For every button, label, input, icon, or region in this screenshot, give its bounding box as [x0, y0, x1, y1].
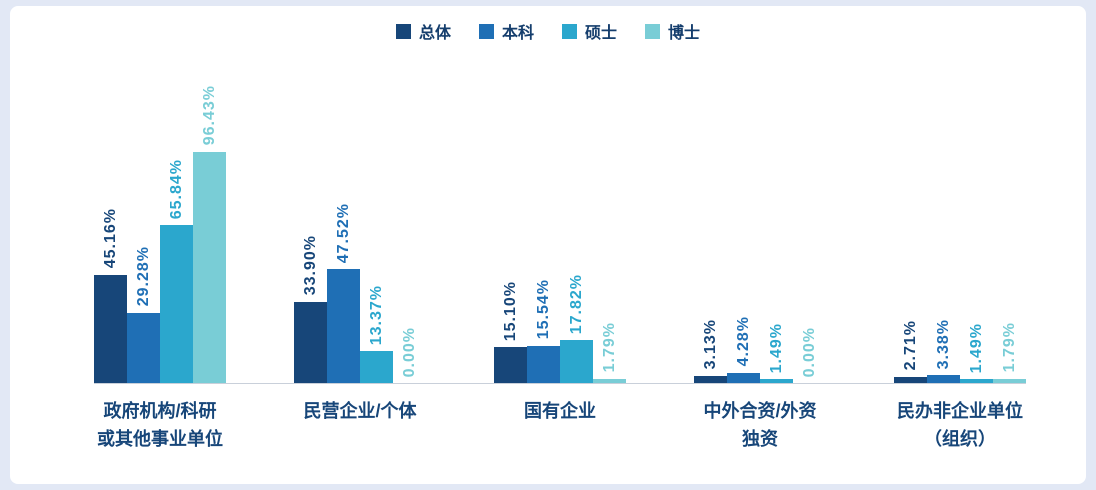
bar [894, 376, 927, 383]
bar [94, 274, 127, 383]
bar-value-label: 13.37% [367, 284, 385, 345]
legend-swatch-icon [395, 23, 411, 39]
bar-column: 1.49% [960, 323, 993, 383]
bar-value-label: 1.49% [967, 323, 985, 374]
bar-column: 17.82% [560, 274, 593, 383]
bar-value-label: 4.28% [734, 316, 752, 367]
bar-column: 0.00% [793, 327, 826, 383]
x-axis-label: 国有企业 [494, 398, 626, 454]
bar-value-label: 1.49% [767, 323, 785, 374]
bar [727, 372, 760, 383]
bar-group: 3.13% 4.28% 1.49% 0.00% [694, 316, 826, 383]
x-axis-label: 民办非企业单位 （组织） [894, 398, 1026, 454]
x-axis-label-text: 政府机构/科研 或其他事业单位 [97, 401, 223, 449]
x-axis-label: 民营企业/个体 [294, 398, 426, 454]
bar [160, 225, 193, 383]
chart-card: 总体 本科 硕士 博士 45.16% 29.28% 65.84% 96.43% 33.90% 4… [10, 6, 1086, 484]
bar-column: 15.54% [527, 279, 560, 383]
bar-column: 3.38% [927, 319, 960, 383]
bar-column: 45.16% [94, 208, 127, 383]
bar [993, 378, 1026, 383]
bar-value-label: 45.16% [101, 208, 119, 269]
bar [560, 340, 593, 383]
bar [527, 345, 560, 383]
bar-value-label: 65.84% [167, 158, 185, 219]
legend-item: 硕士 [562, 19, 617, 43]
x-axis-label-text: 民营企业/个体 [303, 401, 417, 421]
bar [127, 312, 160, 383]
bar-value-label: 15.10% [501, 280, 519, 341]
bar-value-label: 33.90% [301, 235, 319, 296]
bar-value-label: 17.82% [567, 273, 585, 335]
bar-value-label: 0.00% [400, 326, 418, 377]
bar-column: 33.90% [294, 235, 327, 383]
legend-label: 硕士 [585, 25, 618, 42]
bar-column: 13.37% [360, 285, 393, 383]
bar-column: 65.84% [160, 159, 193, 383]
legend-label: 总体 [418, 25, 451, 42]
legend-swatch-icon [645, 23, 661, 39]
bar [927, 374, 960, 383]
plot-area: 45.16% 29.28% 65.84% 96.43% 33.90% 47.52% 13.3… [94, 50, 1026, 384]
bar-group: 2.71% 3.38% 1.49% 1.79% [894, 319, 1026, 383]
chart-legend: 总体 本科 硕士 博士 [10, 16, 1086, 46]
legend-swatch-icon [562, 23, 577, 39]
legend-label: 本科 [501, 25, 534, 42]
bar-value-label: 1.79% [600, 322, 618, 373]
bar-value-label: 15.54% [534, 279, 552, 340]
bar-value-label: 3.13% [701, 319, 719, 370]
x-axis-labels: 政府机构/科研 或其他事业单位 民营企业/个体 国有企业 中外合资/外资 独资 民办非企… [94, 384, 1026, 454]
bar-value-label: 96.43% [200, 85, 218, 146]
x-axis-label-text: 国有企业 [524, 401, 596, 421]
legend-item: 总体 [395, 19, 451, 43]
bar [360, 350, 393, 383]
bar [960, 379, 993, 383]
bar-group: 33.90% 47.52% 13.37% 0.00% [294, 203, 426, 383]
bar-value-label: 3.38% [934, 318, 952, 369]
bar [760, 379, 793, 383]
bar-value-label: 47.52% [334, 202, 352, 263]
bar-column: 15.10% [494, 281, 527, 383]
bar-value-label: 29.28% [134, 246, 152, 307]
bar-column: 1.79% [593, 322, 626, 383]
legend-swatch-icon [478, 23, 494, 39]
x-axis-label-text: 民办非企业单位 （组织） [897, 401, 1023, 449]
bar [294, 301, 327, 383]
bar-column: 4.28% [727, 316, 760, 383]
x-axis-label-text: 中外合资/外资 独资 [703, 401, 817, 449]
legend-item: 本科 [478, 19, 534, 43]
bar [193, 151, 226, 383]
legend-item: 博士 [645, 19, 700, 43]
bar-column: 29.28% [127, 246, 160, 383]
bar-value-label: 2.71% [901, 320, 919, 371]
bar-column: 96.43% [193, 85, 226, 383]
bar [494, 346, 527, 383]
bar-column: 2.71% [894, 320, 927, 383]
bar [593, 378, 626, 383]
bar-column: 3.13% [694, 319, 727, 383]
bar-group: 45.16% 29.28% 65.84% 96.43% [94, 85, 226, 383]
bar-column: 1.79% [993, 322, 1026, 383]
bar-column: 0.00% [393, 327, 426, 383]
x-axis-label: 政府机构/科研 或其他事业单位 [94, 398, 226, 454]
bar-value-label: 0.00% [800, 326, 818, 377]
bar-column: 47.52% [327, 203, 360, 383]
bar [327, 269, 360, 383]
bar [694, 375, 727, 383]
bar-group: 15.10% 15.54% 17.82% 1.79% [494, 274, 626, 383]
bar-value-label: 1.79% [1000, 322, 1018, 373]
legend-label: 博士 [668, 25, 701, 42]
x-axis-label: 中外合资/外资 独资 [694, 398, 826, 454]
bar-column: 1.49% [760, 323, 793, 383]
